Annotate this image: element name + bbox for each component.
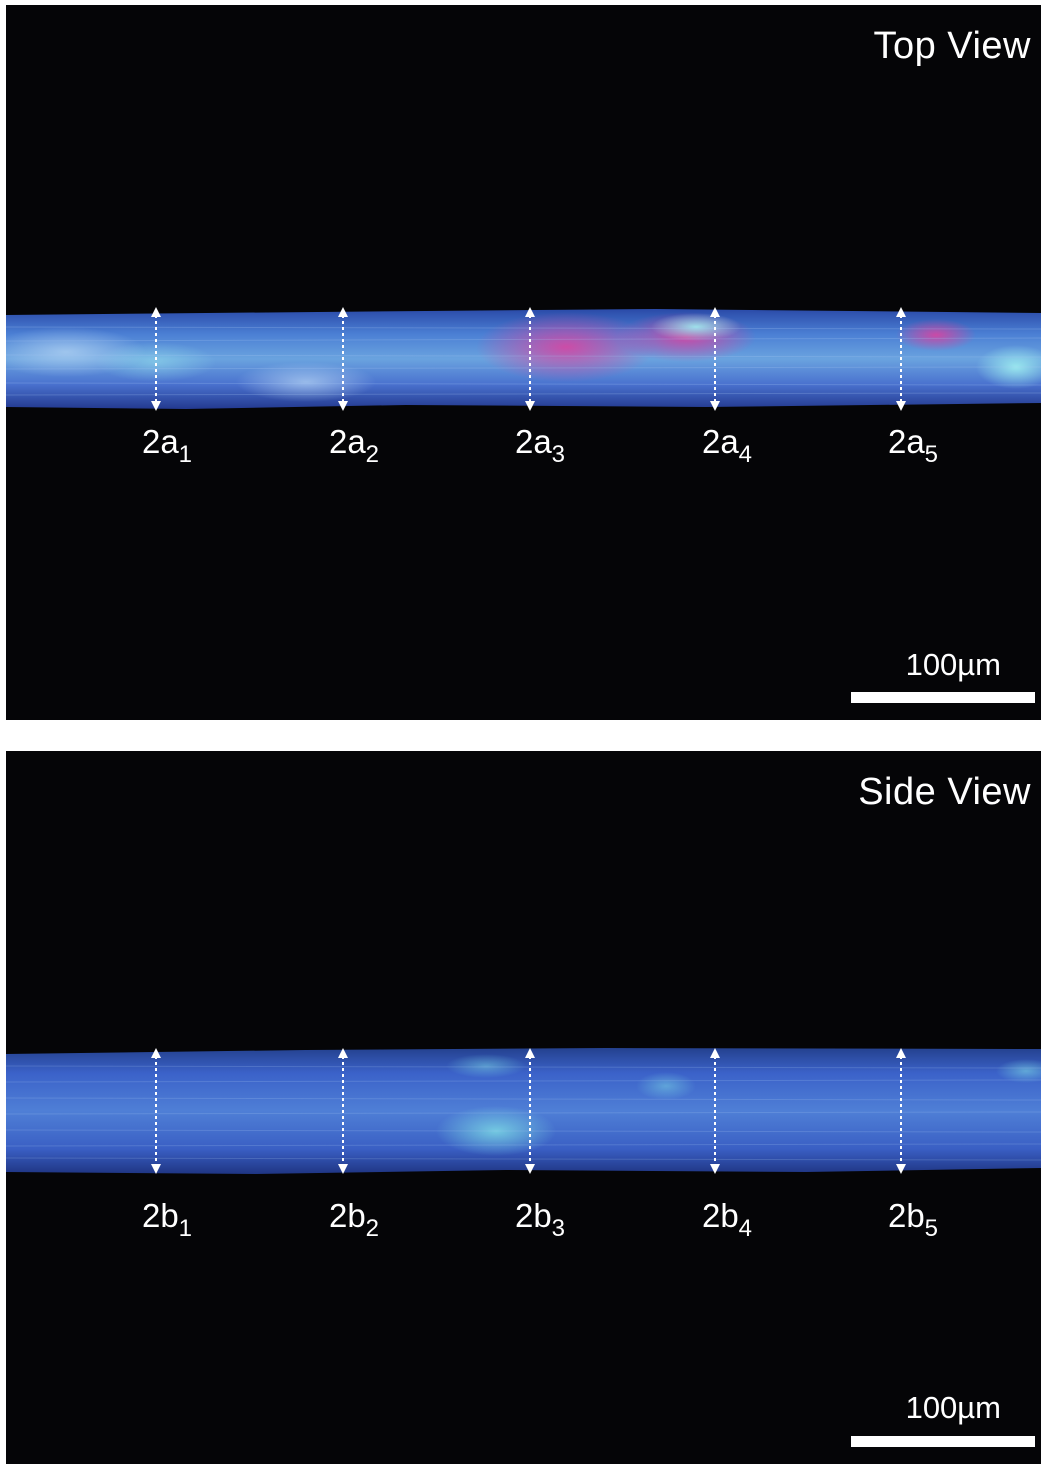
side-view-panel: Side View [6, 751, 1041, 1464]
fiber-top-view [6, 307, 1041, 411]
position-label: 2b5 [887, 1197, 939, 1242]
position-label: 2b1 [141, 1197, 193, 1242]
measurement-arrow [149, 1048, 163, 1174]
scale-bar [851, 1436, 1035, 1447]
measurement-arrow [708, 1048, 722, 1174]
scale-bar-label: 100µm [905, 1390, 1001, 1425]
position-label: 2b2 [328, 1197, 380, 1242]
measurement-arrow [523, 1048, 537, 1174]
position-label: 2a1 [141, 423, 193, 468]
position-label: 2a5 [887, 423, 939, 468]
position-label: 2b4 [701, 1197, 753, 1242]
measurement-arrow [336, 307, 350, 411]
scale-bar-label: 100µm [905, 647, 1001, 682]
measurement-arrow [336, 1048, 350, 1174]
measurement-arrow [149, 307, 163, 411]
measurement-arrow [894, 1048, 908, 1174]
position-label: 2b3 [514, 1197, 566, 1242]
fiber-side-view [6, 1046, 1041, 1177]
side-view-label: Side View [858, 771, 1031, 813]
top-view-panel: Top View [6, 5, 1041, 720]
position-label: 2a4 [701, 423, 753, 468]
position-label: 2a2 [328, 423, 380, 468]
measurement-arrow [523, 307, 537, 411]
measurement-arrow [894, 307, 908, 411]
top-view-label: Top View [873, 25, 1031, 67]
measurement-arrow [708, 307, 722, 411]
scale-bar [851, 692, 1035, 703]
position-label: 2a3 [514, 423, 566, 468]
